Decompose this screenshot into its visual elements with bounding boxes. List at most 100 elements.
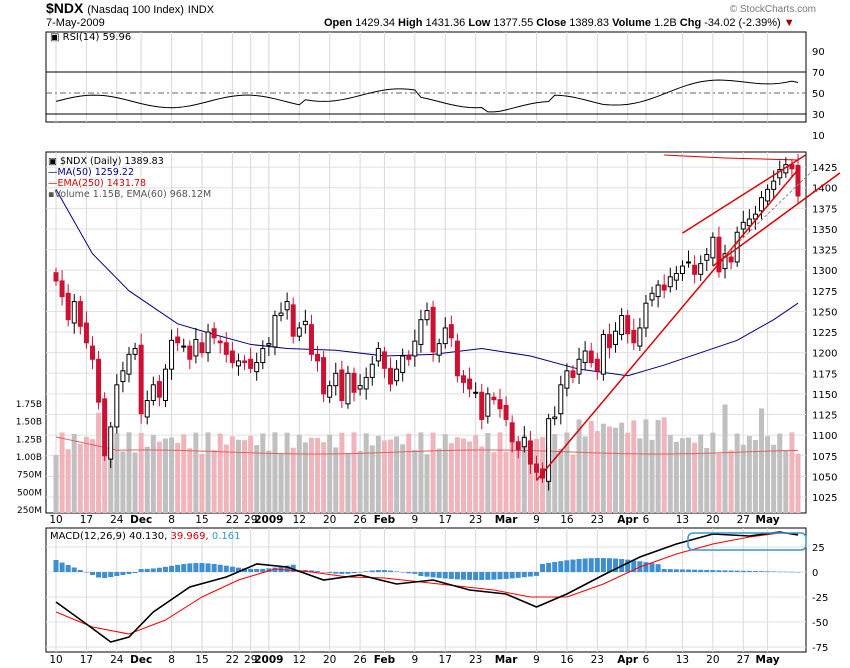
macd-hist-bar — [175, 564, 181, 572]
volume-bar — [357, 450, 363, 513]
macd-hist-bar — [144, 568, 150, 572]
macd-hist-bar — [661, 569, 667, 572]
volume-bar — [752, 439, 758, 513]
macd-hist-bar — [229, 566, 235, 572]
candle-body — [619, 315, 625, 336]
price-legend-entry: ▣ $NDX (Daily) 1389.83 — [48, 156, 164, 167]
macd-hist-bar — [199, 563, 205, 572]
macd-hist-bar — [248, 568, 254, 572]
x-tick-label: May — [756, 514, 780, 526]
volume-bar — [363, 433, 369, 513]
volume-bar — [217, 433, 223, 513]
candle-body — [795, 164, 801, 197]
volume-bar — [205, 432, 211, 513]
macd-hist-bar — [272, 567, 278, 572]
macd-hist-bar — [540, 564, 546, 572]
volume-bar — [53, 454, 59, 513]
macd-histogram — [53, 558, 801, 580]
volume-bar — [698, 434, 704, 513]
macd-hist-bar — [594, 558, 600, 572]
macd-hist-bar — [351, 572, 357, 574]
x-tick-label: 9 — [533, 514, 540, 526]
x-tick-label: 27 — [737, 654, 750, 666]
candle-body — [564, 370, 570, 389]
x-tick-label: 20 — [323, 654, 336, 666]
x-tick-label: 2009 — [254, 514, 283, 526]
macd-hist-bar — [369, 570, 375, 572]
rsi-line — [55, 79, 799, 113]
macd-hist-bar — [771, 571, 777, 572]
volume-bar — [570, 454, 576, 513]
volume-bar — [527, 441, 533, 513]
macd-hist-bar — [746, 570, 752, 572]
volume-bar — [686, 437, 692, 513]
x-tick-label: 24 — [110, 654, 124, 666]
volume-bar — [716, 453, 722, 513]
macd-hist-bar — [570, 559, 576, 572]
candle-body — [77, 301, 83, 327]
volume-bar — [649, 439, 655, 513]
rsi-tick-label: 90 — [812, 47, 825, 58]
candle-body — [625, 315, 631, 335]
macd-hist-bar — [406, 572, 412, 574]
price-tick-label: 1100 — [812, 431, 837, 442]
macd-hist-bar — [460, 572, 466, 580]
x-tick-label: 12 — [293, 654, 306, 666]
volume-bar — [132, 452, 138, 513]
candle-body — [108, 426, 114, 460]
x-tick-label: 26 — [353, 654, 367, 666]
macd-hist-bar — [242, 568, 248, 572]
volume-bar — [582, 436, 588, 513]
candle-body — [716, 236, 722, 273]
macd-hist-bar — [357, 572, 363, 573]
x-tick-label: 20 — [706, 514, 719, 526]
volume-bar — [606, 426, 612, 513]
macd-tick-label: -75 — [812, 643, 828, 654]
support-trendline — [535, 169, 799, 481]
volume-bar — [89, 439, 95, 513]
volume-bar — [278, 453, 284, 513]
price-legend-entry: —MA(50) 1259.22 — [48, 167, 134, 178]
volume-bar — [169, 437, 175, 513]
volume-bar — [515, 446, 521, 513]
macd-hist-bar — [211, 563, 217, 572]
candle-body — [728, 256, 734, 263]
macd-hist-bar — [193, 563, 199, 572]
chart-symbol: $NDX (Nasdaq 100 Index) INDX — [46, 0, 214, 16]
volume-bar — [65, 449, 71, 513]
candle-body — [53, 272, 59, 282]
candle-body — [503, 404, 509, 420]
volume-bar — [795, 453, 801, 513]
macd-label-part: 0.161 — [212, 531, 241, 542]
candle-body — [746, 218, 752, 227]
macd-hist-bar — [692, 569, 698, 572]
volume-bar — [558, 448, 564, 513]
macd-hist-bar — [260, 568, 266, 572]
candle-body — [89, 345, 95, 360]
price-tick-label: 1425 — [812, 163, 837, 174]
volume-bar — [412, 449, 418, 513]
macd-hist-bar — [783, 571, 789, 573]
x-tick-label: 29 — [244, 514, 257, 526]
volume-bar — [199, 453, 205, 513]
rsi-tick-label: 70 — [812, 68, 825, 79]
macd-hist-bar — [363, 571, 369, 572]
volume-bar — [442, 434, 448, 513]
candle-body — [765, 188, 771, 202]
upper-wedge-line — [682, 154, 807, 234]
macd-hist-bar — [132, 572, 138, 573]
macd-hist-bar — [588, 558, 594, 572]
price-tick-label: 1275 — [812, 287, 837, 298]
macd-hist-bar — [515, 572, 521, 578]
candle-body — [144, 400, 150, 418]
macd-hist-bar — [53, 560, 59, 572]
candle-body — [333, 372, 339, 387]
macd-annotation-box — [687, 532, 807, 551]
volume-bar — [588, 420, 594, 513]
x-tick-label: 23 — [591, 514, 604, 526]
candle-body — [649, 292, 655, 301]
volume-bar — [242, 440, 248, 513]
volume-bar — [564, 432, 570, 513]
macd-hist-bar — [442, 572, 448, 579]
